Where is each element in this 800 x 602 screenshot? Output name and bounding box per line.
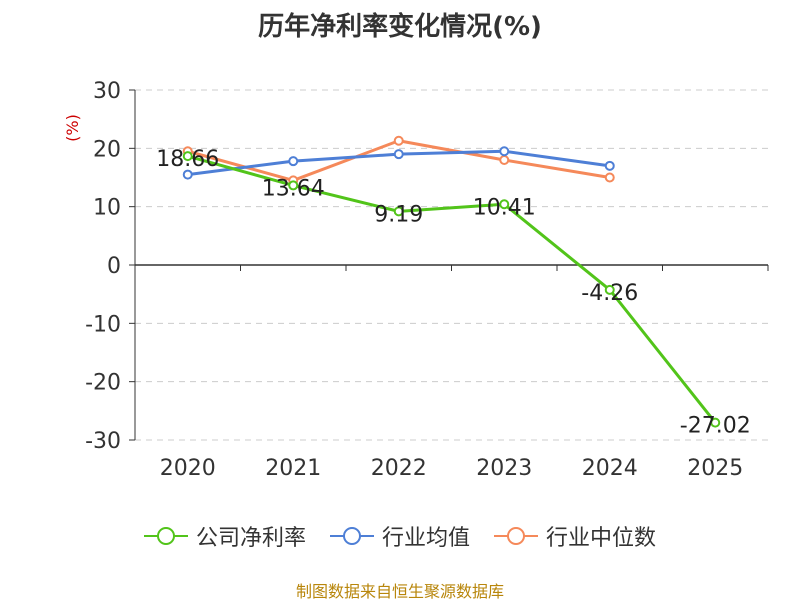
- chart-legend: 公司净利率 行业均值 行业中位数: [0, 520, 800, 552]
- source-note: 制图数据来自恒生聚源数据库: [295, 582, 504, 601]
- data-point: [499, 155, 510, 165]
- x-tick-label: 2025: [687, 456, 743, 481]
- data-point: [182, 169, 193, 180]
- y-tick-label: 10: [93, 196, 121, 221]
- y-tick-label: 20: [93, 137, 121, 162]
- data-label: -27.02: [680, 414, 751, 439]
- legend-industry-median-icon: [494, 527, 538, 545]
- legend-item-company[interactable]: 公司净利率: [143, 520, 306, 552]
- y-axis-label: (%): [63, 114, 82, 142]
- y-tick-label: -10: [85, 312, 121, 337]
- legend-item-industry-median[interactable]: 行业中位数: [494, 520, 656, 552]
- legend-label-company: 公司净利率: [195, 526, 306, 551]
- data-point: [604, 160, 615, 171]
- legend-label-industry-avg: 行业均值: [381, 526, 470, 551]
- series-line-0: [187, 154, 717, 424]
- y-tick-label: -20: [85, 371, 121, 396]
- data-point: [393, 135, 404, 146]
- y-tick-label: -30: [85, 429, 121, 454]
- data-point: [182, 151, 193, 162]
- data-point: [288, 156, 299, 167]
- data-label: 18.66: [156, 147, 219, 172]
- data-point: [604, 284, 615, 295]
- x-tick-label: 2023: [476, 456, 532, 481]
- x-tick-label: 2021: [265, 456, 321, 481]
- data-label: 9.19: [374, 202, 423, 227]
- y-tick-label: 0: [107, 254, 121, 279]
- legend-company-icon: [143, 527, 188, 545]
- data-point: [499, 146, 510, 157]
- legend-industry-avg-icon: [329, 527, 374, 545]
- x-tick-label: 2024: [582, 456, 638, 481]
- data-point: [499, 199, 510, 210]
- legend-label-industry-median: 行业中位数: [546, 526, 657, 551]
- data-point: [604, 172, 615, 183]
- data-point: [393, 206, 404, 217]
- chart-title: 历年净利率变化情况(%): [258, 12, 542, 42]
- data-point: [393, 149, 404, 160]
- legend-item-industry-avg[interactable]: 行业均值: [329, 520, 470, 552]
- x-tick-label: 2020: [160, 456, 216, 481]
- data-label: -4.26: [581, 281, 638, 306]
- data-label: 10.41: [473, 195, 536, 220]
- data-point: [710, 417, 721, 428]
- data-point: [288, 180, 299, 191]
- y-tick-label: 30: [93, 79, 121, 104]
- x-tick-label: 2022: [371, 456, 427, 481]
- data-label: 13.64: [262, 176, 325, 201]
